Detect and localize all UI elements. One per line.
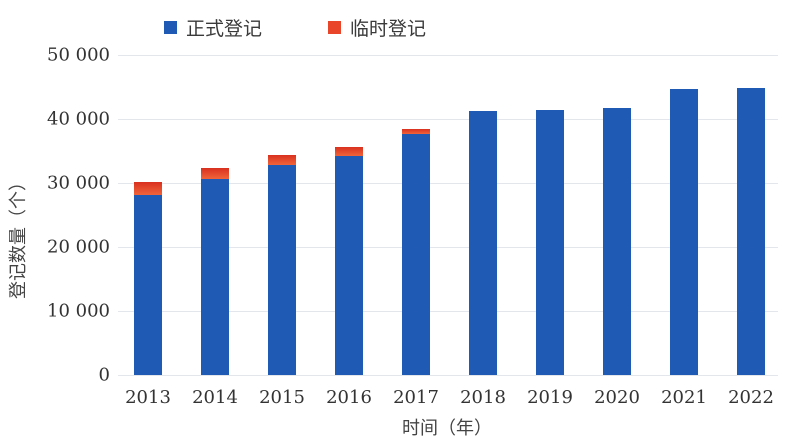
bar-2016 <box>335 146 363 375</box>
x-tick-label: 2018 <box>460 387 506 408</box>
bar-segment-formal <box>335 156 363 375</box>
bar-segment-formal <box>469 110 497 375</box>
x-tick-label: 2022 <box>728 387 774 408</box>
gridline <box>118 311 778 312</box>
bar-2015 <box>268 154 296 375</box>
bar-segment-formal <box>402 134 430 375</box>
bar-segment-formal <box>134 194 162 375</box>
y-tick-label: 30 000 <box>47 172 110 194</box>
y-tick-label: 50 000 <box>47 44 110 66</box>
bar-2017 <box>402 129 430 375</box>
legend-item-temporary: 临时登记 <box>328 14 426 41</box>
y-tick-label: 10 000 <box>47 300 110 322</box>
bar-2022 <box>737 87 765 375</box>
gridline <box>118 119 778 120</box>
bar-2018 <box>469 110 497 375</box>
gridline <box>118 55 778 56</box>
x-tick-label: 2020 <box>594 387 640 408</box>
x-tick-label: 2021 <box>661 387 707 408</box>
legend-item-formal: 正式登记 <box>164 14 262 41</box>
gridline <box>118 183 778 184</box>
gridline <box>118 375 778 376</box>
bar-segment-formal <box>603 108 631 375</box>
legend-swatch-formal <box>164 21 177 34</box>
bar-segment-formal <box>268 165 296 375</box>
bar-segment-temporary <box>402 129 430 135</box>
bar-2021 <box>670 88 698 375</box>
plot-area: 0 10 000 20 000 30 000 40 000 50 000 2013 2014 2… <box>47 45 778 408</box>
bar-segment-temporary <box>201 167 229 180</box>
bar-segment-formal <box>737 87 765 375</box>
x-tick-label: 2014 <box>192 387 238 408</box>
x-tick-label: 2015 <box>259 387 305 408</box>
bar-2014 <box>201 167 229 375</box>
y-tick-label: 20 000 <box>47 236 110 258</box>
bar-segment-formal <box>536 110 564 375</box>
x-axis-title: 时间（年） <box>402 418 492 439</box>
legend-swatch-temporary <box>328 21 342 34</box>
bar-2020 <box>603 108 631 375</box>
bar-segment-formal <box>670 88 698 375</box>
x-tick-label: 2013 <box>125 387 171 408</box>
bar-segment-temporary <box>134 182 162 195</box>
bar-2013 <box>134 182 162 375</box>
bar-segment-temporary <box>335 146 363 157</box>
bar-2019 <box>536 110 564 375</box>
bar-segment-formal <box>201 179 229 375</box>
legend-label-formal: 正式登记 <box>186 18 263 40</box>
y-tick-label: 0 <box>98 364 110 386</box>
chart-legend: 正式登记 临时登记 <box>164 14 426 41</box>
x-tick-label: 2017 <box>393 387 439 408</box>
x-tick-label: 2016 <box>326 387 372 408</box>
gridline <box>118 247 778 248</box>
x-tick-label: 2019 <box>527 387 573 408</box>
y-tick-label: 40 000 <box>47 108 110 130</box>
bar-segment-temporary <box>268 154 296 166</box>
legend-label-temporary: 临时登记 <box>350 18 427 40</box>
